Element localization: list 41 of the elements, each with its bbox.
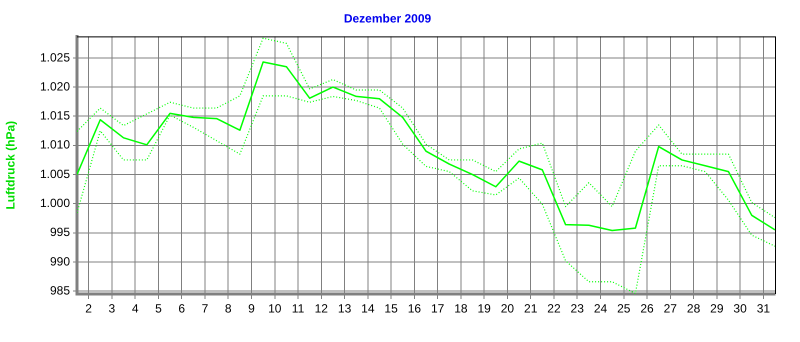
x-tick-label: 23 (570, 302, 584, 316)
x-tick-label: 21 (524, 302, 538, 316)
x-tick-label: 26 (640, 302, 654, 316)
x-tick-label: 18 (454, 302, 468, 316)
x-tick-label: 19 (477, 302, 492, 316)
y-tick-label: 1.025 (40, 50, 70, 64)
y-tick-label: 1.015 (40, 108, 70, 123)
x-tick-label: 14 (361, 302, 375, 316)
y-tick-label: 990 (50, 254, 70, 268)
x-tick-label: 9 (248, 302, 256, 316)
x-tick-label: 25 (617, 302, 631, 316)
x-tick-label: 24 (594, 302, 608, 316)
x-tick-label: 27 (664, 302, 678, 316)
x-tick-label: 20 (500, 302, 514, 316)
x-tick-label: 17 (430, 302, 445, 316)
x-tick-label: 4 (132, 302, 139, 316)
y-tick-label: 1.005 (40, 166, 70, 181)
x-tick-label: 8 (224, 302, 232, 316)
x-tick-label: 16 (408, 302, 422, 316)
x-tick-label: 2 (85, 302, 92, 316)
x-tick-label: 10 (268, 302, 282, 316)
y-tick-label: 1.020 (40, 79, 70, 94)
x-tick-label: 11 (292, 302, 305, 316)
chart-title: Dezember 2009 (344, 12, 432, 26)
x-tick-label: 5 (155, 302, 162, 316)
y-axis-title: Luftdruck (hPa) (4, 120, 18, 210)
y-tick-label: 1.010 (40, 138, 70, 152)
y-tick-label: 985 (50, 283, 70, 298)
x-tick-label: 28 (686, 302, 701, 316)
y-tick-label: 995 (50, 225, 70, 240)
x-tick-label: 13 (338, 302, 352, 316)
x-tick-label: 6 (178, 302, 186, 316)
x-tick-label: 3 (108, 302, 116, 316)
x-tick-label: 12 (314, 302, 328, 316)
x-tick-label: 30 (733, 302, 748, 316)
x-tick-label: 31 (756, 302, 770, 316)
x-tick-label: 29 (710, 302, 724, 316)
x-tick-label: 22 (547, 302, 561, 316)
y-tick-label: 1.000 (40, 196, 70, 210)
x-tick-label: 15 (384, 302, 398, 316)
x-tick-label: 7 (202, 302, 209, 316)
